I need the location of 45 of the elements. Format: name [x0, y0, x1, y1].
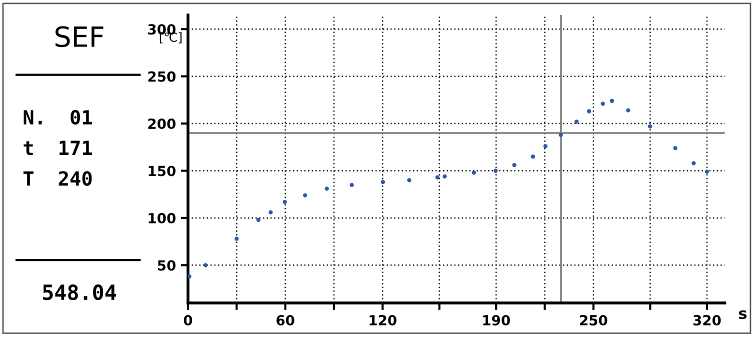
point — [268, 210, 273, 214]
x-tick-label: 0 — [184, 314, 192, 326]
point — [435, 175, 440, 180]
point — [558, 132, 563, 137]
point — [350, 182, 354, 187]
point — [188, 274, 192, 279]
point — [494, 168, 498, 173]
point — [512, 163, 516, 168]
point — [234, 236, 239, 241]
point — [203, 263, 208, 268]
point — [586, 109, 592, 114]
text: t 171 — [24, 140, 92, 155]
text: T 240 — [24, 171, 92, 186]
y-tick-label: 50 — [158, 260, 176, 271]
text: 548.04 — [43, 284, 116, 300]
point — [574, 120, 579, 124]
point — [530, 154, 536, 159]
point — [626, 108, 630, 112]
point — [282, 200, 287, 204]
y-tick-label: 150 — [148, 166, 176, 176]
point — [692, 161, 696, 166]
point — [472, 170, 476, 175]
point — [380, 180, 386, 184]
x-tick-label: 320 — [693, 314, 721, 326]
point — [442, 174, 447, 178]
point — [673, 146, 678, 150]
point — [600, 102, 605, 106]
point — [256, 218, 260, 222]
text: N. 01 — [24, 110, 92, 125]
point — [610, 98, 614, 103]
x-tick-label: 60 — [276, 314, 294, 326]
x-tick-label: 250 — [580, 314, 608, 326]
y-tick-label: 100 — [148, 212, 176, 224]
x-tick-label: 120 — [370, 314, 396, 326]
chart-title: SEF — [56, 26, 104, 48]
point — [543, 144, 548, 148]
point — [407, 178, 412, 182]
y-tick-label: 250 — [148, 71, 176, 82]
x-tick-label: 190 — [483, 314, 510, 326]
y-tick-label: 200 — [148, 118, 176, 130]
x-axis-title: s — [739, 310, 747, 320]
point — [704, 170, 710, 174]
point — [303, 193, 308, 198]
point — [648, 124, 652, 128]
point — [324, 186, 329, 191]
